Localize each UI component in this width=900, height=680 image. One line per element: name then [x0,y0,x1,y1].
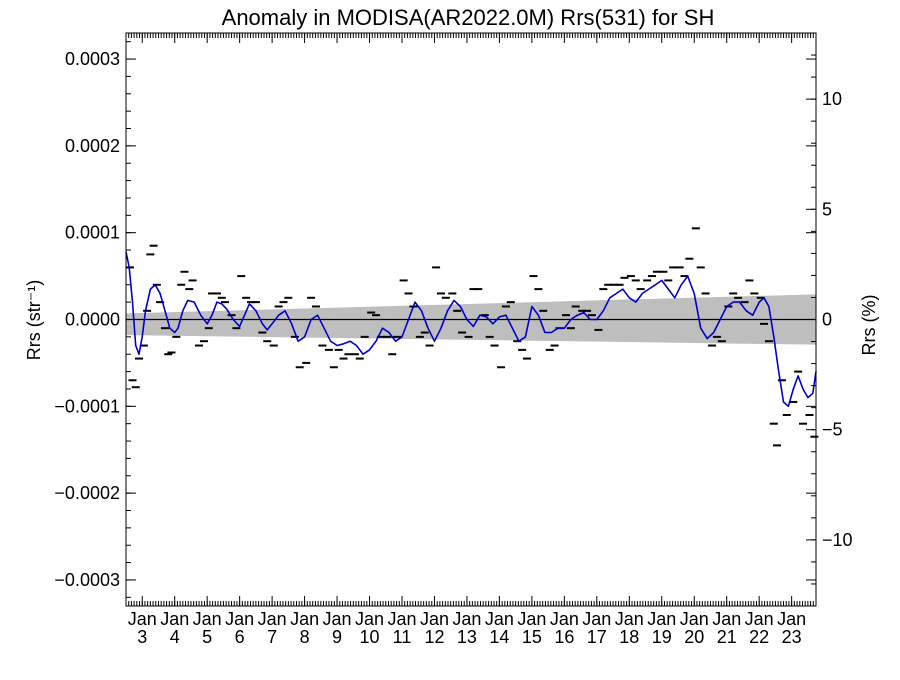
y-axis-label: Rrs (str⁻¹) [24,280,44,360]
y-tick-label: −0.0002 [54,483,120,503]
x-tick-month-label: Jan [647,609,676,629]
x-tick-year-label: 9 [332,627,342,647]
y2-tick-label: 0 [822,310,832,330]
x-tick-year-label: 8 [300,627,310,647]
x-tick-year-label: 17 [587,627,607,647]
x-tick-year-label: 20 [684,627,704,647]
x-tick-year-label: 13 [457,627,477,647]
x-tick-year-label: 5 [202,627,212,647]
x-tick-month-label: Jan [452,609,481,629]
x-tick-year-label: 18 [619,627,639,647]
smoothed-series-line [125,251,817,408]
x-tick-month-label: Jan [582,609,611,629]
x-tick-year-label: 4 [170,627,180,647]
chart-title: Anomaly in MODISA(AR2022.0M) Rrs(531) fo… [222,5,715,30]
x-tick-month-label: Jan [290,609,319,629]
x-tick-month-label: Jan [777,609,806,629]
y2-tick-label: −10 [822,530,853,550]
x-tick-year-label: 11 [393,627,412,647]
x-tick-month-label: Jan [745,609,774,629]
y2-tick-label: 5 [822,199,832,219]
x-tick-month-label: Jan [225,609,254,629]
y-tick-label: −0.0003 [54,570,120,590]
x-tick-month-label: Jan [387,609,416,629]
x-tick-year-label: 14 [489,627,509,647]
y-tick-label: 0.0002 [65,136,120,156]
x-tick-month-label: Jan [550,609,579,629]
y-tick-label: 0.0000 [65,310,120,330]
x-tick-month-label: Jan [128,609,157,629]
x-tick-month-label: Jan [680,609,709,629]
smoothed-line-layer [125,251,817,408]
x-tick-year-label: 15 [522,627,542,647]
x-tick-year-label: 3 [137,627,147,647]
x-tick-month-label: Jan [712,609,741,629]
x-tick-year-label: 21 [717,627,737,647]
x-tick-month-label: Jan [258,609,287,629]
x-tick-month-label: Jan [517,609,546,629]
x-tick-month-label: Jan [485,609,514,629]
x-tick-month-label: Jan [355,609,384,629]
x-tick-month-label: Jan [323,609,352,629]
x-tick-month-label: Jan [193,609,222,629]
x-tick-year-label: 10 [360,627,380,647]
x-tick-year-label: 7 [267,627,277,647]
x-tick-year-label: 16 [554,627,574,647]
x-tick-year-label: 23 [782,627,802,647]
y2-tick-label: 10 [822,89,842,109]
x-tick-year-label: 6 [235,627,245,647]
y-tick-label: 0.0001 [65,223,120,243]
axes-layer: 0.0003 0.0002 0.0001 0.0000 −0.0001 −0.0002 −0… [54,32,853,647]
x-tick-year-label: 19 [652,627,672,647]
monthly-marks-layer [125,227,819,447]
x-tick-month-label: Jan [615,609,644,629]
x-tick-month-label: Jan [420,609,449,629]
y-tick-label: 0.0003 [65,49,120,69]
y2-tick-label: −5 [822,420,843,440]
y2-axis-label: Rrs (%) [859,295,879,356]
x-tick-year-label: 12 [424,627,444,647]
x-tick-year-label: 22 [749,627,769,647]
y-tick-label: −0.0001 [54,396,120,416]
x-tick-month-label: Jan [160,609,189,629]
